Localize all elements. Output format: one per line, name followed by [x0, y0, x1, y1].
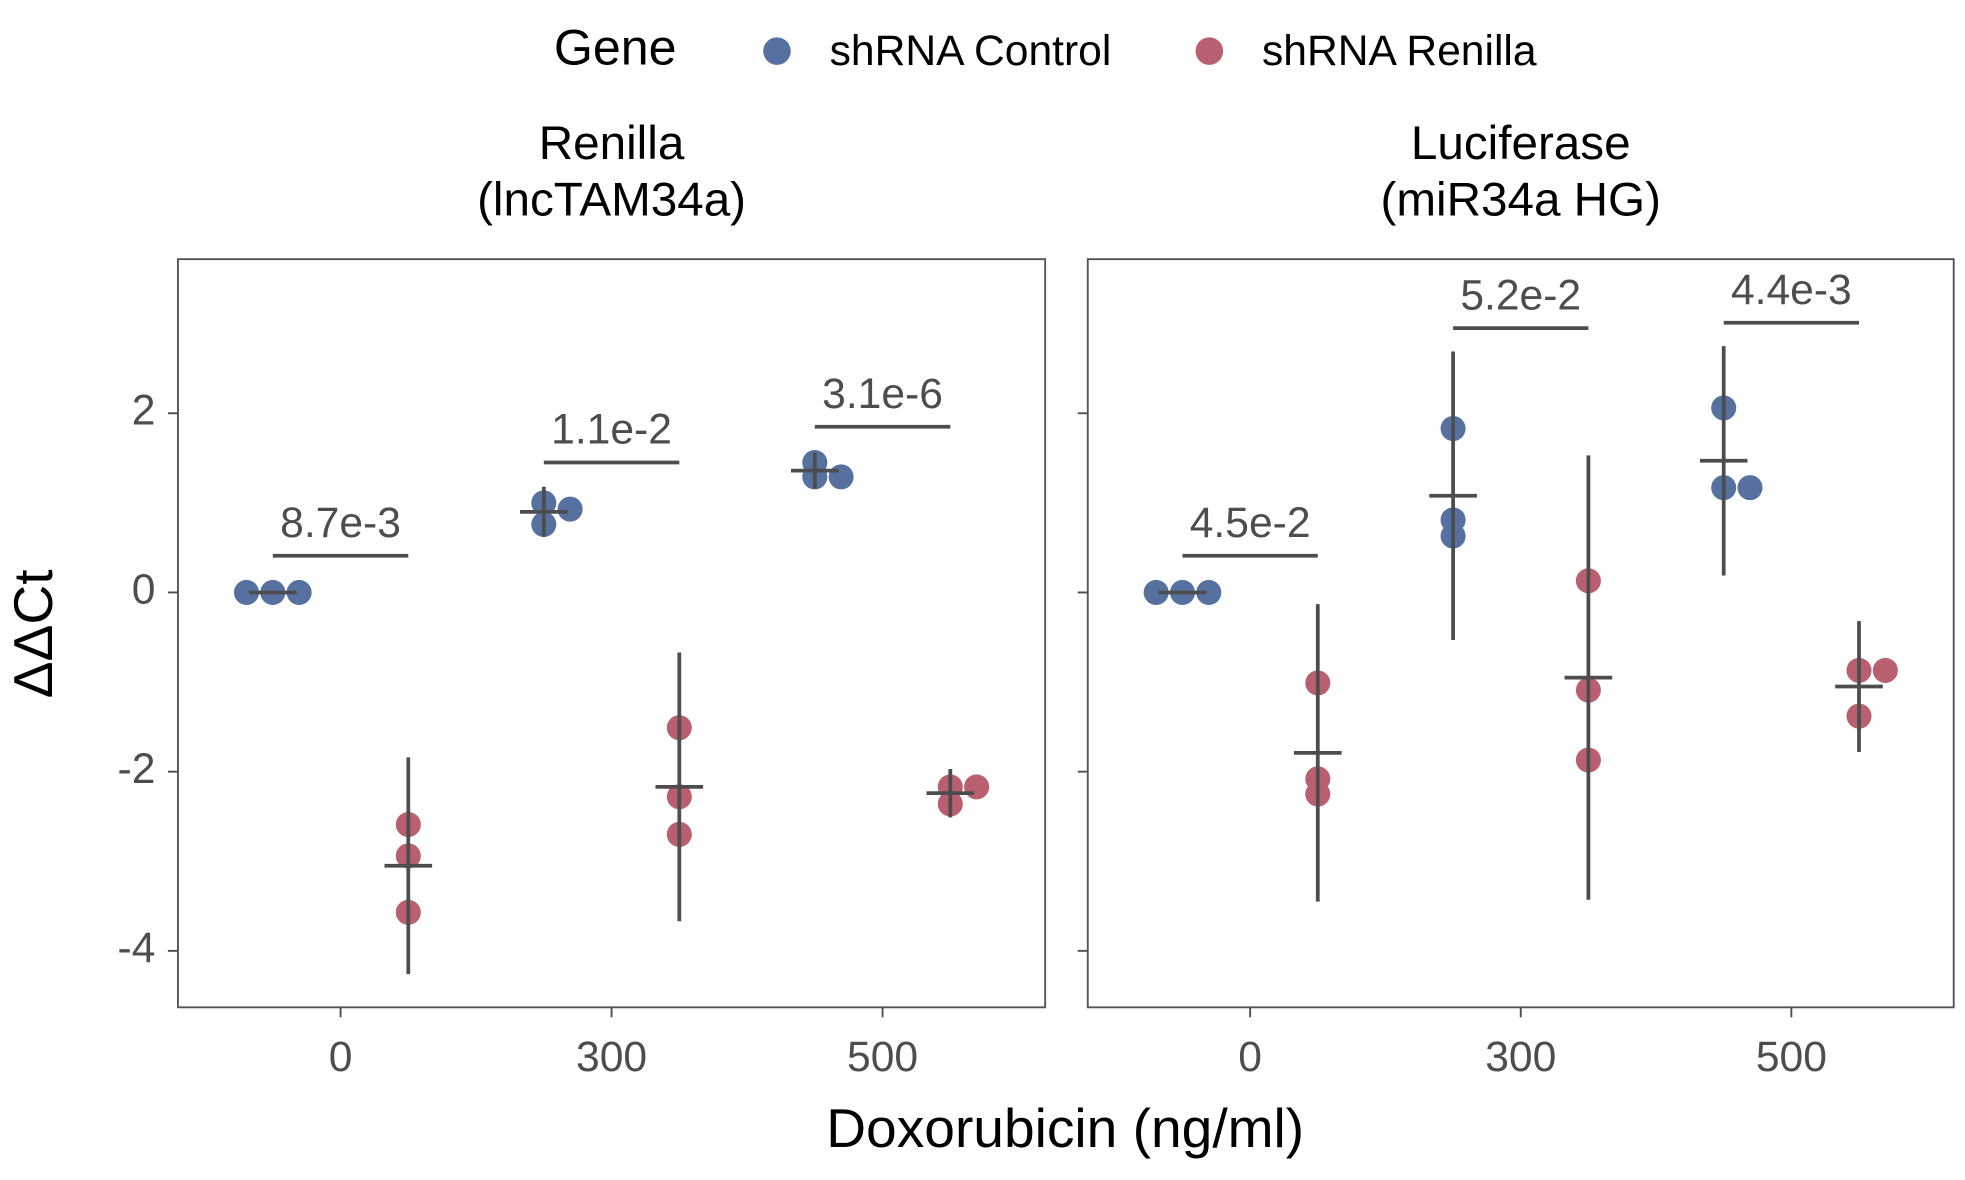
y-tick-label: 2 — [132, 387, 156, 435]
legend-label: shRNA Renilla — [1262, 27, 1537, 75]
x-tick-label: 0 — [329, 1033, 353, 1081]
p-value-label: 1.1e-2 — [551, 406, 672, 454]
x-tick-label: 300 — [1485, 1033, 1556, 1081]
legend-marker — [1195, 37, 1224, 65]
p-value-label: 4.5e-2 — [1190, 499, 1311, 547]
p-value-label: 3.1e-6 — [822, 370, 943, 418]
data-point — [286, 579, 312, 605]
x-tick-label: 500 — [847, 1033, 918, 1081]
p-value-label: 4.4e-3 — [1731, 266, 1852, 314]
legend-marker — [763, 37, 791, 65]
x-tick-label: 0 — [1238, 1033, 1262, 1081]
y-tick-label: 0 — [132, 566, 156, 614]
data-point — [233, 579, 260, 605]
data-point — [1872, 657, 1898, 683]
x-tick-label: 500 — [1756, 1033, 1827, 1081]
y-axis-title: ΔΔCt — [2, 569, 64, 698]
data-point — [557, 496, 583, 522]
panel-title: Renilla — [539, 117, 685, 170]
x-tick-label: 300 — [576, 1033, 647, 1081]
data-point — [1143, 579, 1169, 605]
data-point — [1737, 475, 1763, 501]
x-axis-title: Doxorubicin (ng/ml) — [826, 1097, 1304, 1159]
y-tick-label: -4 — [118, 924, 156, 972]
y-tick-label: -2 — [118, 745, 156, 793]
data-point — [828, 464, 854, 490]
legend-label: shRNA Control — [830, 27, 1112, 75]
data-point — [1196, 579, 1222, 605]
panel-title: (miR34a HG) — [1381, 173, 1661, 226]
panel-title: Luciferase — [1411, 117, 1631, 170]
legend-title: Gene — [554, 19, 677, 75]
data-point — [964, 774, 990, 800]
panel-frame — [1086, 258, 1955, 1009]
p-value-label: 5.2e-2 — [1460, 271, 1581, 319]
p-value-label: 8.7e-3 — [280, 499, 401, 547]
panel-title: (lncTAM34a) — [477, 173, 746, 226]
